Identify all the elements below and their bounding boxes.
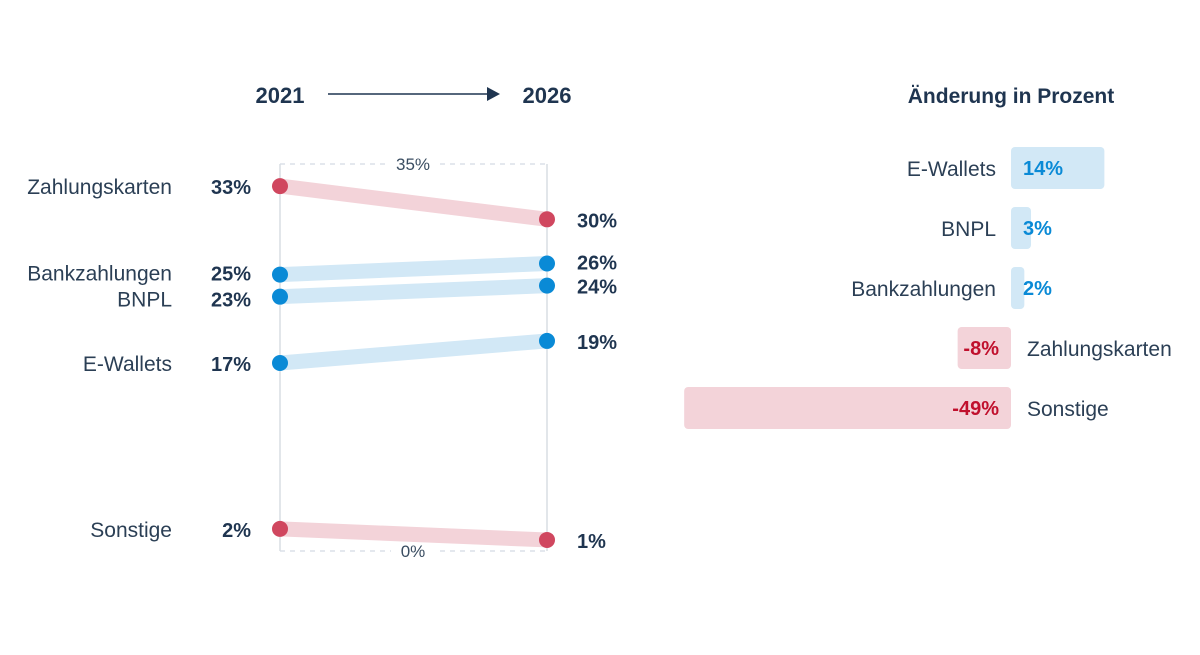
slope-series-layer: Zahlungskarten 33% 30% Bankzahlungen 25% 26% B… (27, 176, 617, 553)
start-value-bnpl: 23% (211, 290, 251, 312)
category-label-sonstige: Sonstige (90, 519, 172, 542)
end-value-zahlungskarten: 30% (577, 210, 617, 232)
end-point-sonstige (539, 531, 555, 548)
end-point-bankzahlungen (539, 255, 555, 272)
change-category-bankzahlungen: Bankzahlungen (851, 278, 996, 301)
change-category-zahlungskarten: Zahlungskarten (1027, 338, 1172, 361)
end-value-bnpl: 24% (577, 277, 617, 299)
change-bar-sonstige (684, 387, 1011, 429)
start-point-bnpl (272, 288, 288, 305)
start-year-label: 2021 (256, 83, 305, 108)
end-point-e-wallets (539, 332, 555, 349)
change-value-zahlungskarten: -8% (963, 338, 999, 360)
y-bottom-tick-label: 0% (401, 542, 426, 561)
change-category-sonstige: Sonstige (1027, 398, 1109, 421)
start-value-e-wallets: 17% (211, 354, 251, 376)
category-label-bankzahlungen: Bankzahlungen (27, 263, 172, 286)
slope-line-zahlungskarten (279, 178, 548, 227)
slope-line-sonstige (279, 521, 548, 548)
arrow-head-icon (487, 87, 500, 101)
change-chart-title: Änderung in Prozent (908, 85, 1115, 108)
start-point-e-wallets (272, 355, 288, 372)
end-value-sonstige: 1% (577, 531, 606, 553)
end-value-e-wallets: 19% (577, 332, 617, 354)
change-value-bnpl: 3% (1023, 218, 1052, 240)
category-label-e-wallets: E-Wallets (83, 353, 172, 376)
end-point-zahlungskarten (539, 211, 555, 228)
change-value-bankzahlungen: 2% (1023, 278, 1052, 300)
category-label-bnpl: BNPL (117, 289, 172, 312)
bottom-tick-bg (391, 539, 435, 563)
start-point-bankzahlungen (272, 266, 288, 283)
change-value-sonstige: -49% (952, 398, 999, 420)
change-bar-bankzahlungen (1011, 267, 1025, 309)
change-category-e-wallets: E-Wallets (907, 158, 996, 181)
start-value-bankzahlungen: 25% (211, 264, 251, 286)
start-point-sonstige (272, 520, 288, 537)
end-value-bankzahlungen: 26% (577, 253, 617, 275)
change-bar-e-wallets (1011, 147, 1105, 189)
end-year-label: 2026 (523, 83, 572, 108)
start-point-zahlungskarten (272, 178, 288, 195)
change-value-e-wallets: 14% (1023, 158, 1063, 180)
start-value-sonstige: 2% (222, 520, 251, 542)
slope-line-bnpl (279, 278, 548, 305)
start-value-zahlungskarten: 33% (211, 177, 251, 199)
slope-line-e-wallets (279, 333, 548, 371)
change-bars-layer: 14% E-Wallets 3% BNPL 2% Bankzahlungen -8% Zahl… (684, 147, 1172, 429)
y-top-tick-label: 35% (396, 155, 430, 174)
top-tick-bg (387, 152, 439, 176)
end-point-bnpl (539, 277, 555, 294)
change-bar-zahlungskarten (957, 327, 1011, 369)
category-label-zahlungskarten: Zahlungskarten (27, 176, 172, 199)
change-category-bnpl: BNPL (941, 218, 996, 241)
slope-line-bankzahlungen (279, 256, 548, 283)
change-bar-bnpl (1011, 207, 1032, 249)
